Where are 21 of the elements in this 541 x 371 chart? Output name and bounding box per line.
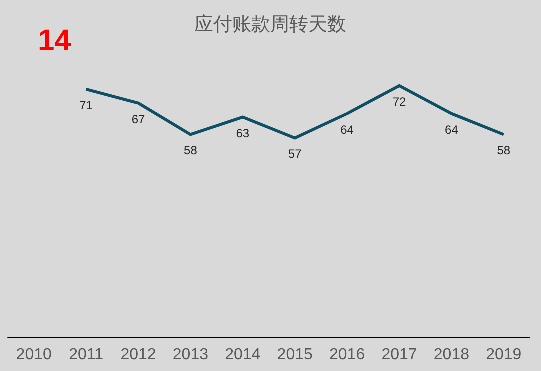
x-tick-label: 2014: [225, 346, 261, 364]
data-label: 58: [184, 144, 198, 158]
x-tick-label: 2019: [486, 346, 522, 364]
text: 14: [38, 24, 72, 58]
x-tick-label: 2016: [330, 346, 366, 364]
data-label: 64: [445, 122, 459, 137]
data-label: 58: [497, 144, 511, 158]
x-tick-label: 2018: [434, 346, 470, 364]
x-tick-label: 2012: [120, 346, 156, 364]
x-tick-label: 2010: [16, 346, 52, 364]
data-label: 57: [288, 147, 302, 162]
data-label: 71: [80, 98, 94, 112]
x-tick-label: 2017: [382, 346, 418, 364]
data-label: 63: [236, 126, 250, 140]
chart-title: 应付账款周转天数: [194, 14, 346, 36]
data-label: 64: [340, 122, 354, 137]
x-tick-label: 2011: [69, 346, 104, 364]
x-tick-label: 2013: [172, 346, 209, 364]
data-label: 72: [392, 94, 406, 109]
x-tick-label: 2015: [277, 346, 313, 364]
data-label: 67: [132, 112, 146, 126]
